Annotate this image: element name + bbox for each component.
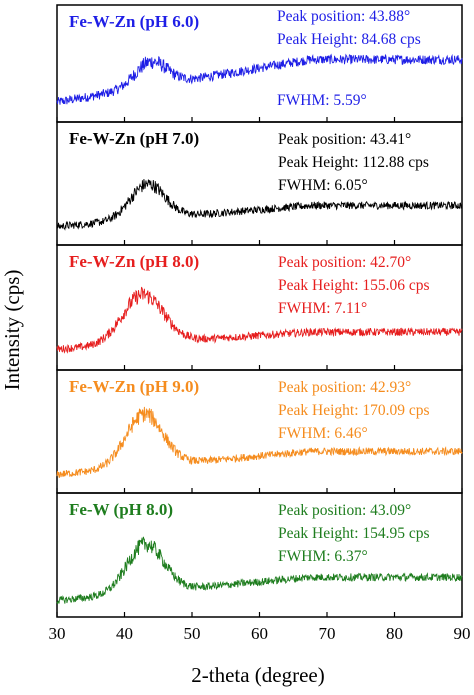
series-name-0: Fe-W-Zn (pH 6.0) (69, 12, 199, 31)
series-info-3-0: Peak position: 42.93° (278, 379, 411, 396)
x-tick-label-1: 40 (116, 624, 133, 643)
series-line-2 (56, 286, 463, 354)
panel-1: Fe-W-Zn (pH 7.0) Peak position: 43.41° Pea… (56, 121, 463, 246)
x-tick-label-5: 80 (386, 624, 403, 643)
chart-panels: Fe-W-Zn (pH 6.0) Peak position: 43.88° Pea… (56, 4, 463, 618)
series-name-1: Fe-W-Zn (pH 7.0) (69, 129, 199, 148)
x-tick-label-3: 60 (251, 624, 268, 643)
y-axis-title: Intensity (cps) (0, 270, 24, 391)
series-info-1-1: Peak Height: 112.88 cps (278, 154, 429, 171)
series-info-2-1: Peak Height: 155.06 cps (278, 277, 430, 294)
series-name-3: Fe-W-Zn (pH 9.0) (69, 377, 199, 396)
x-tick-label-6: 90 (454, 624, 471, 643)
x-tick-label-4: 70 (319, 624, 336, 643)
series-info-2-0: Peak position: 42.70° (278, 254, 411, 271)
panel-4: Fe-W (pH 8.0) Peak position: 43.09° Peak H… (56, 492, 463, 618)
series-info-3-1: Peak Height: 170.09 cps (278, 402, 430, 419)
panel-3: Fe-W-Zn (pH 9.0) Peak position: 42.93° Pea… (56, 369, 463, 494)
series-info-4-0: Peak position: 43.09° (278, 502, 411, 519)
series-line-1 (56, 179, 463, 231)
x-tick-label-0: 30 (49, 624, 66, 643)
panel-2: Fe-W-Zn (pH 8.0) Peak position: 42.70° Pea… (56, 244, 463, 371)
series-info-0-0: Peak position: 43.88° (277, 8, 410, 25)
series-line-3 (56, 406, 463, 479)
series-info-4-2: FWHM: 6.37° (278, 548, 368, 565)
series-info-1-0: Peak position: 43.41° (278, 131, 411, 148)
panel-0: Fe-W-Zn (pH 6.0) Peak position: 43.88° Pea… (56, 4, 463, 123)
x-tick-label-2: 50 (184, 624, 201, 643)
x-axis: 30 40 50 60 70 80 90 (49, 117, 471, 643)
series-info-4-1: Peak Height: 154.95 cps (278, 525, 430, 542)
series-info-0-1: Peak Height: 84.68 cps (277, 31, 421, 48)
series-info-2-2: FWHM: 7.11° (278, 300, 367, 317)
series-info-3-2: FWHM: 6.46° (278, 425, 368, 442)
x-axis-title: 2-theta (degree) (191, 663, 325, 687)
series-name-2: Fe-W-Zn (pH 8.0) (69, 252, 199, 271)
series-line-4 (56, 536, 463, 605)
series-info-1-2: FWHM: 6.05° (278, 177, 368, 194)
series-info-0-2: FWHM: 5.59° (277, 92, 367, 109)
series-line-0 (56, 53, 463, 105)
series-name-4: Fe-W (pH 8.0) (69, 500, 173, 519)
